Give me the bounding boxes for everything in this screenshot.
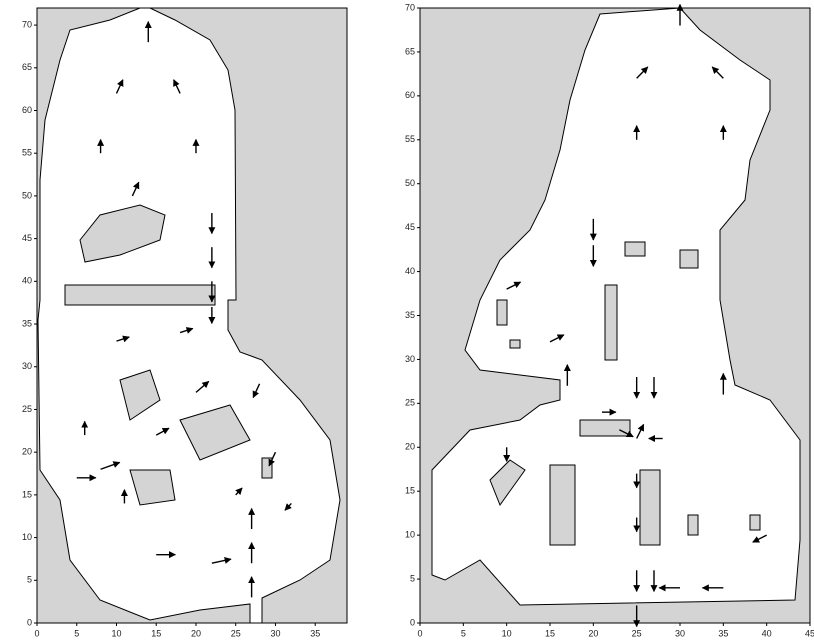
y-tick-label: 70 xyxy=(405,2,415,12)
y-tick-label: 45 xyxy=(405,222,415,232)
obstacle xyxy=(509,339,521,349)
y-tick-label: 60 xyxy=(22,105,32,115)
y-tick-label: 15 xyxy=(22,489,32,499)
y-tick-label: 0 xyxy=(27,617,32,627)
vector-arrow xyxy=(268,451,277,467)
vector-arrow xyxy=(179,327,194,334)
x-tick-label: 5 xyxy=(461,628,466,638)
obstacle xyxy=(64,284,216,306)
x-tick-label: 15 xyxy=(545,628,555,638)
obstacle xyxy=(639,469,661,546)
y-tick-label: 55 xyxy=(22,148,32,158)
obstacle xyxy=(496,299,508,326)
x-tick-label: 5 xyxy=(74,628,79,638)
obstacle xyxy=(579,419,631,437)
obstacle xyxy=(604,284,618,361)
y-tick-label: 50 xyxy=(405,178,415,188)
y-tick-label: 5 xyxy=(27,575,32,585)
obstacle xyxy=(129,469,176,506)
y-tick-label: 50 xyxy=(22,190,32,200)
vector-arrow xyxy=(619,429,634,438)
y-tick-label: 35 xyxy=(405,310,415,320)
y-tick-label: 60 xyxy=(405,90,415,100)
y-tick-label: 55 xyxy=(405,134,415,144)
x-tick-label: 20 xyxy=(191,628,201,638)
y-tick-label: 40 xyxy=(22,276,32,286)
obstacle xyxy=(749,514,761,531)
y-tick-label: 25 xyxy=(405,398,415,408)
y-tick-label: 20 xyxy=(405,442,415,452)
vector-arrow xyxy=(636,66,649,79)
x-tick-label: 0 xyxy=(34,628,39,638)
obstacle xyxy=(687,514,699,536)
y-tick-label: 20 xyxy=(22,447,32,457)
y-tick-label: 5 xyxy=(410,573,415,583)
vector-arrow xyxy=(155,427,170,436)
x-tick-label: 20 xyxy=(588,628,598,638)
x-tick-label: 30 xyxy=(675,628,685,638)
obstacle xyxy=(549,464,576,546)
obstacle xyxy=(624,241,646,257)
vector-arrow xyxy=(711,66,724,79)
y-tick-label: 30 xyxy=(405,354,415,364)
x-tick-label: 35 xyxy=(310,628,320,638)
y-tick-label: 65 xyxy=(22,62,32,72)
vector-arrow xyxy=(131,181,140,197)
right-plot: 0 5 10 15 20 25 30 35 40 45 0 5 10 15 20 25 30 35 40 45 50 55… xyxy=(405,2,814,638)
left-plot: 0 5 10 15 20 25 30 35 0 5 10 15 20 25 30 35 40 45 50 55 60 65… xyxy=(22,7,348,638)
vector-arrow xyxy=(252,383,261,399)
vector-arrow xyxy=(116,335,130,343)
x-tick-label: 0 xyxy=(417,628,422,638)
obstacle xyxy=(79,204,166,263)
y-tick-label: 45 xyxy=(22,233,32,243)
vector-arrow xyxy=(173,79,181,94)
vector-arrow xyxy=(506,281,522,290)
y-tick-label: 40 xyxy=(405,266,415,276)
x-tick-label: 10 xyxy=(502,628,512,638)
y-tick-label: 30 xyxy=(22,361,32,371)
y-tick-label: 10 xyxy=(22,532,32,542)
vector-arrow xyxy=(235,487,243,496)
vector-arrow xyxy=(195,380,210,393)
vector-arrow xyxy=(549,334,565,343)
obstacle xyxy=(119,369,161,421)
vector-arrow xyxy=(100,461,121,470)
obstacle xyxy=(179,404,251,461)
x-tick-label: 10 xyxy=(111,628,121,638)
x-tick-label: 40 xyxy=(762,628,772,638)
y-tick-label: 25 xyxy=(22,404,32,414)
y-tick-label: 0 xyxy=(410,617,415,627)
x-tick-label: 45 xyxy=(805,628,814,638)
x-tick-label: 15 xyxy=(151,628,161,638)
obstacle xyxy=(489,459,526,507)
x-tick-label: 35 xyxy=(718,628,728,638)
x-tick-label: 25 xyxy=(632,628,642,638)
obstacle xyxy=(261,457,273,479)
y-tick-label: 15 xyxy=(405,486,415,496)
y-tick-label: 70 xyxy=(22,19,32,29)
vector-arrow xyxy=(636,423,645,439)
vector-arrow xyxy=(752,534,767,543)
y-tick-label: 35 xyxy=(22,318,32,328)
vector-arrow xyxy=(211,557,232,564)
x-tick-label: 30 xyxy=(270,628,280,638)
vector-arrow xyxy=(284,502,292,511)
x-tick-label: 25 xyxy=(231,628,241,638)
vector-arrow xyxy=(115,79,124,94)
y-tick-label: 65 xyxy=(405,46,415,56)
y-tick-label: 10 xyxy=(405,530,415,540)
obstacle xyxy=(679,249,699,269)
